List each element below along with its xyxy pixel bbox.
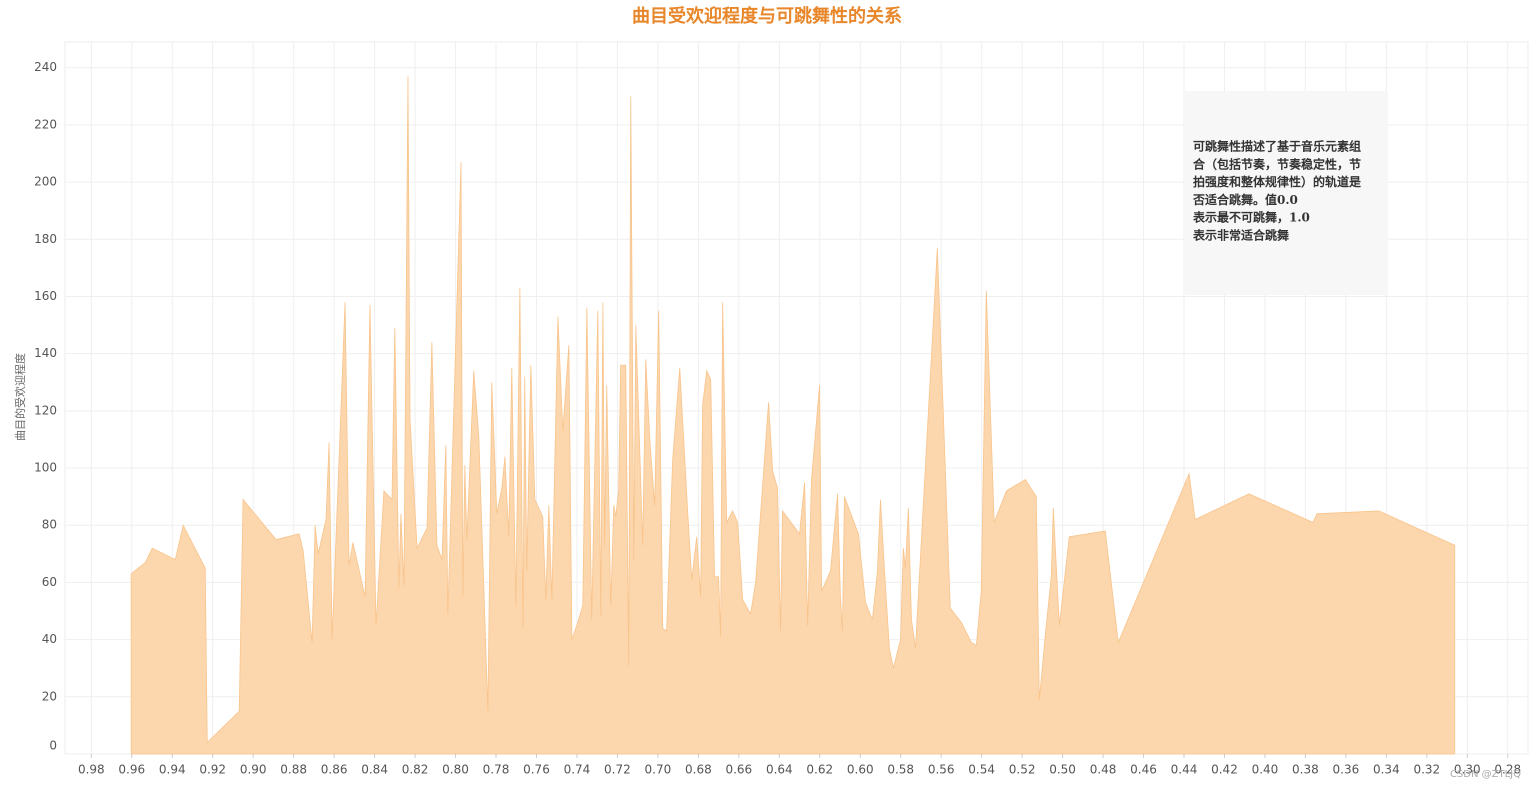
x-tick-label: 0.76 — [523, 763, 550, 777]
annotation-text: 表示最不可跳舞，1.0 — [1192, 210, 1310, 225]
y-tick-label: 160 — [34, 289, 57, 303]
x-tick-label: 0.84 — [361, 763, 388, 777]
x-tick-label: 0.70 — [645, 763, 672, 777]
x-tick-label: 0.38 — [1292, 763, 1319, 777]
x-tick-label: 0.96 — [118, 763, 145, 777]
y-tick-label: 240 — [34, 60, 57, 74]
x-tick-label: 0.68 — [685, 763, 712, 777]
x-tick-label: 0.42 — [1211, 763, 1238, 777]
x-tick-label: 0.56 — [928, 763, 955, 777]
x-tick-label: 0.34 — [1373, 763, 1400, 777]
annotation-text: 可跳舞性描述了基于音乐元素组 — [1193, 139, 1361, 154]
y-tick-label: 60 — [42, 575, 57, 589]
x-tick-label: 0.82 — [402, 763, 429, 777]
x-tick-label: 0.98 — [78, 763, 105, 777]
y-tick-label: 120 — [34, 403, 57, 417]
x-tick-label: 0.62 — [806, 763, 833, 777]
x-tick-label: 0.28 — [1494, 763, 1521, 777]
annotation-text: 否适合跳舞。值0.0 — [1192, 192, 1298, 207]
annotation-text: 表示非常适合跳舞 — [1192, 228, 1289, 243]
x-tick-label: 0.46 — [1130, 763, 1157, 777]
y-tick-label: 200 — [34, 175, 57, 189]
area — [130, 76, 1456, 755]
annotation-text: 合（包括节奏，节奏稳定性，节 — [1193, 156, 1361, 171]
chart-title: 曲目受欢迎程度与可跳舞性的关系 — [632, 5, 902, 27]
y-axis-label: 曲目的受欢迎程度 — [13, 353, 27, 441]
x-tick-label: 0.32 — [1413, 763, 1440, 777]
x-tick-label: 0.86 — [321, 763, 348, 777]
x-tick-label: 0.92 — [199, 763, 226, 777]
y-tick-label: 20 — [42, 689, 57, 703]
watermark: CSDN @ZTLJQ — [1450, 769, 1521, 780]
x-tick-label: 0.60 — [847, 763, 874, 777]
x-tick-label: 0.44 — [1171, 763, 1198, 777]
x-tick-label: 0.50 — [1049, 763, 1076, 777]
x-tick-label: 0.36 — [1333, 763, 1360, 777]
x-tick-label: 0.54 — [968, 763, 995, 777]
annotation-text: 拍强度和整体规律性）的轨道是 — [1193, 174, 1362, 189]
x-tick-label: 0.74 — [564, 763, 591, 777]
x-tick-label: 0.40 — [1252, 763, 1279, 777]
x-tick-label: 0.64 — [766, 763, 793, 777]
y-tick-label: 140 — [34, 346, 57, 360]
x-tick-label: 0.72 — [604, 763, 631, 777]
x-tick-label: 0.90 — [240, 763, 267, 777]
x-tick-label: 0.58 — [887, 763, 914, 777]
x-tick-label: 0.52 — [1009, 763, 1036, 777]
x-tick-label: 0.78 — [483, 763, 510, 777]
y-tick-label: 220 — [34, 117, 57, 131]
annotation-box — [1185, 91, 1388, 295]
x-tick-label: 0.30 — [1454, 763, 1481, 777]
x-tick-label: 0.66 — [725, 763, 752, 777]
y-tick-label: 180 — [34, 232, 57, 246]
y-tick-label: 80 — [42, 518, 57, 532]
y-tick-label: 40 — [42, 632, 57, 646]
y-tick-label: 100 — [34, 461, 57, 475]
x-tick-label: 0.94 — [159, 763, 186, 777]
x-tick-label: 0.48 — [1090, 763, 1117, 777]
y-tick-label: 0 — [49, 739, 57, 753]
x-tick-label: 0.80 — [442, 763, 469, 777]
x-tick-label: 0.88 — [280, 763, 307, 777]
